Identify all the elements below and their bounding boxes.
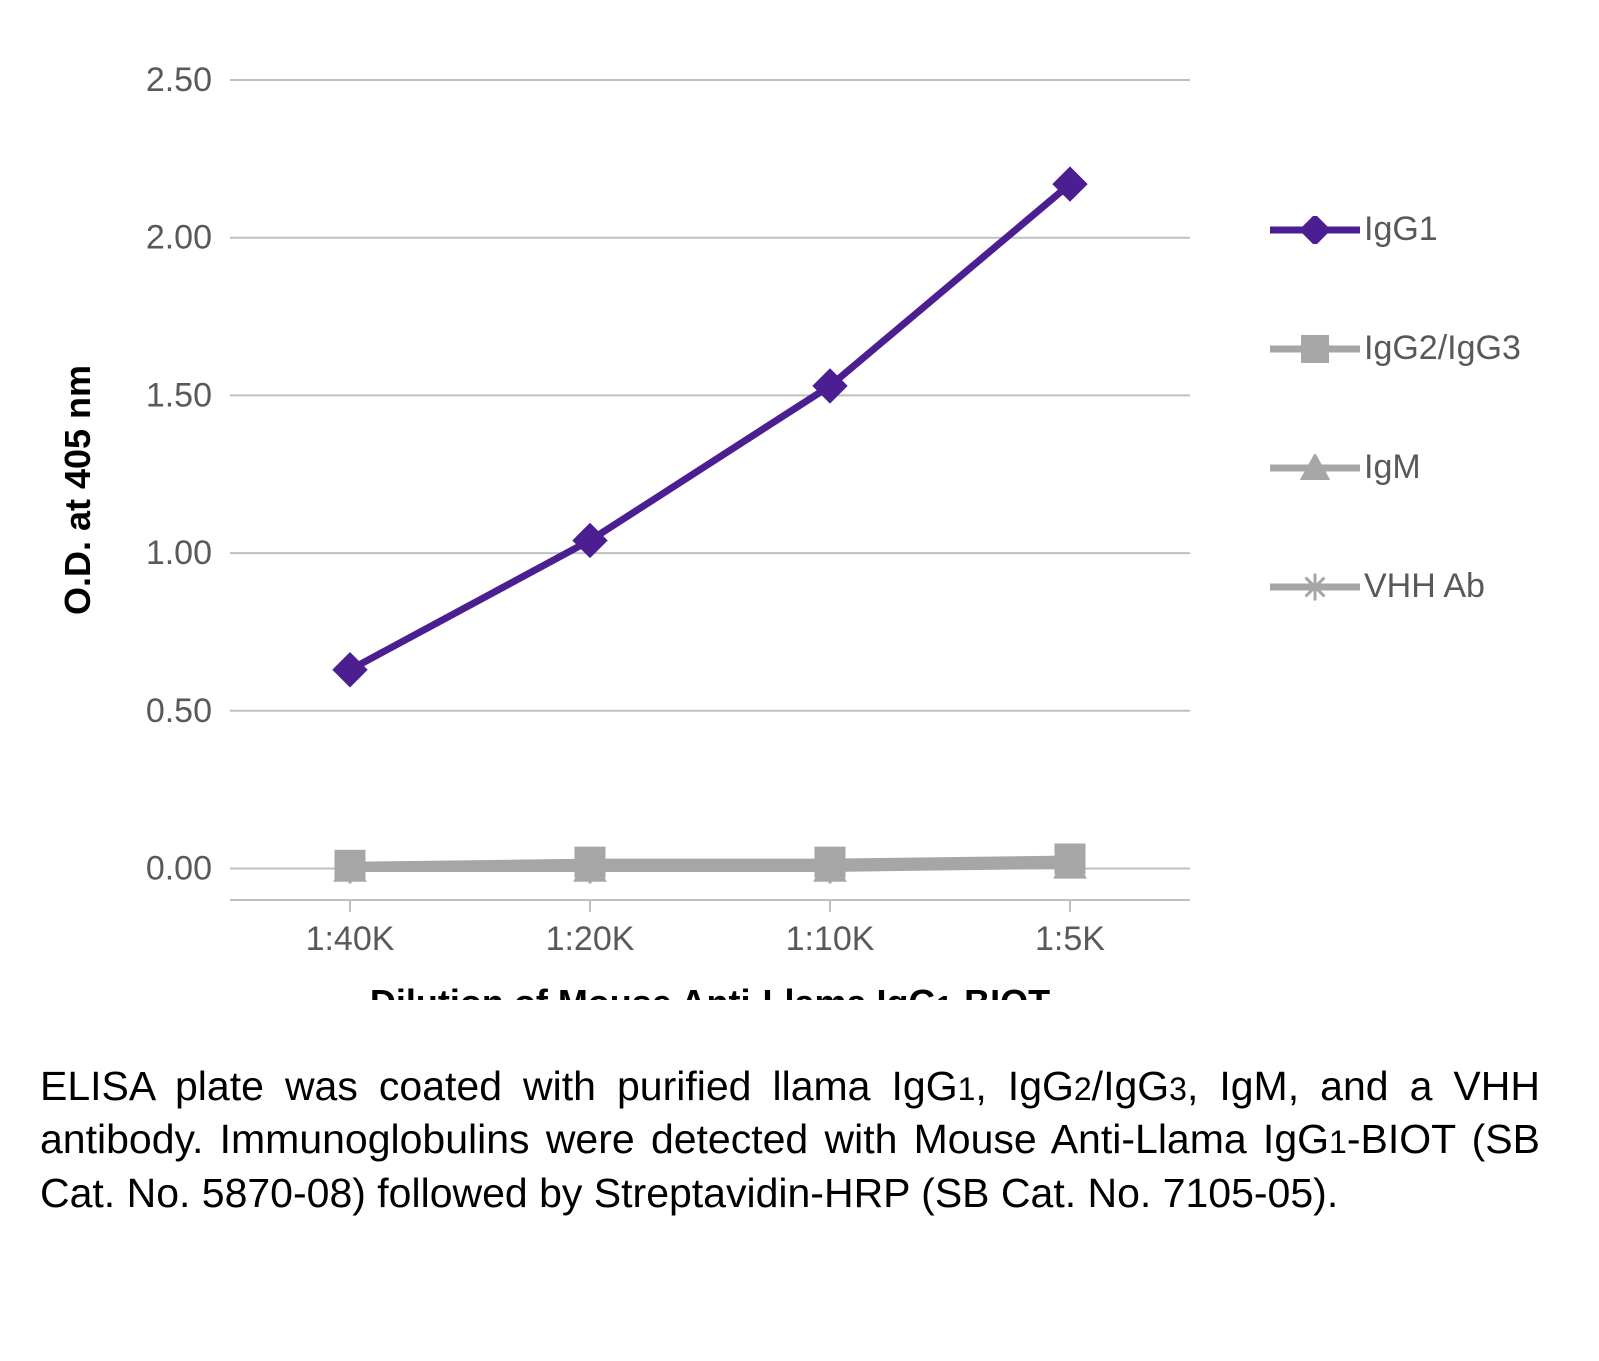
legend-item: IgM — [1270, 448, 1521, 487]
diamond-marker-icon — [1270, 216, 1360, 244]
legend-label: IgM — [1364, 448, 1421, 487]
y-tick-label: 2.50 — [146, 61, 212, 99]
y-axis-title: O.D. at 405 nm — [57, 365, 98, 615]
figure-caption: ELISA plate was coated with purified lla… — [40, 1060, 1540, 1220]
y-tick-label: 2.00 — [146, 219, 212, 257]
y-tick-label: 1.00 — [146, 534, 212, 572]
legend-label: IgG2/IgG3 — [1364, 329, 1521, 368]
square-marker-icon — [1270, 335, 1360, 363]
x-tick-label: 1:40K — [306, 920, 395, 958]
line-chart: 0.00 0.50 1.00 1.50 2.00 2.50 1:40K 1:20K 1:10K 1… — [40, 40, 1240, 1000]
legend-item: IgG1 — [1270, 210, 1521, 249]
triangle-marker-icon — [1270, 454, 1360, 482]
legend: IgG1 IgG2/IgG3 IgM VHH Ab — [1250, 40, 1521, 606]
y-tick-label: 0.00 — [146, 849, 212, 887]
legend-item: IgG2/IgG3 — [1270, 329, 1521, 368]
chart-container: 0.00 0.50 1.00 1.50 2.00 2.50 1:40K 1:20K 1:10K 1… — [40, 40, 1559, 1005]
x-tick-label: 1:10K — [786, 920, 875, 958]
x-tick-label: 1:5K — [1035, 920, 1105, 958]
x-tick-label: 1:20K — [546, 920, 635, 958]
legend-item: VHH Ab — [1270, 567, 1521, 606]
legend-label: VHH Ab — [1364, 567, 1485, 606]
y-tick-label: 0.50 — [146, 692, 212, 730]
y-tick-label: 1.50 — [146, 376, 212, 414]
chart-svg-column: 0.00 0.50 1.00 1.50 2.00 2.50 1:40K 1:20K 1:10K 1… — [40, 40, 1240, 1005]
asterisk-marker-icon — [1270, 573, 1360, 601]
legend-label: IgG1 — [1364, 210, 1438, 249]
